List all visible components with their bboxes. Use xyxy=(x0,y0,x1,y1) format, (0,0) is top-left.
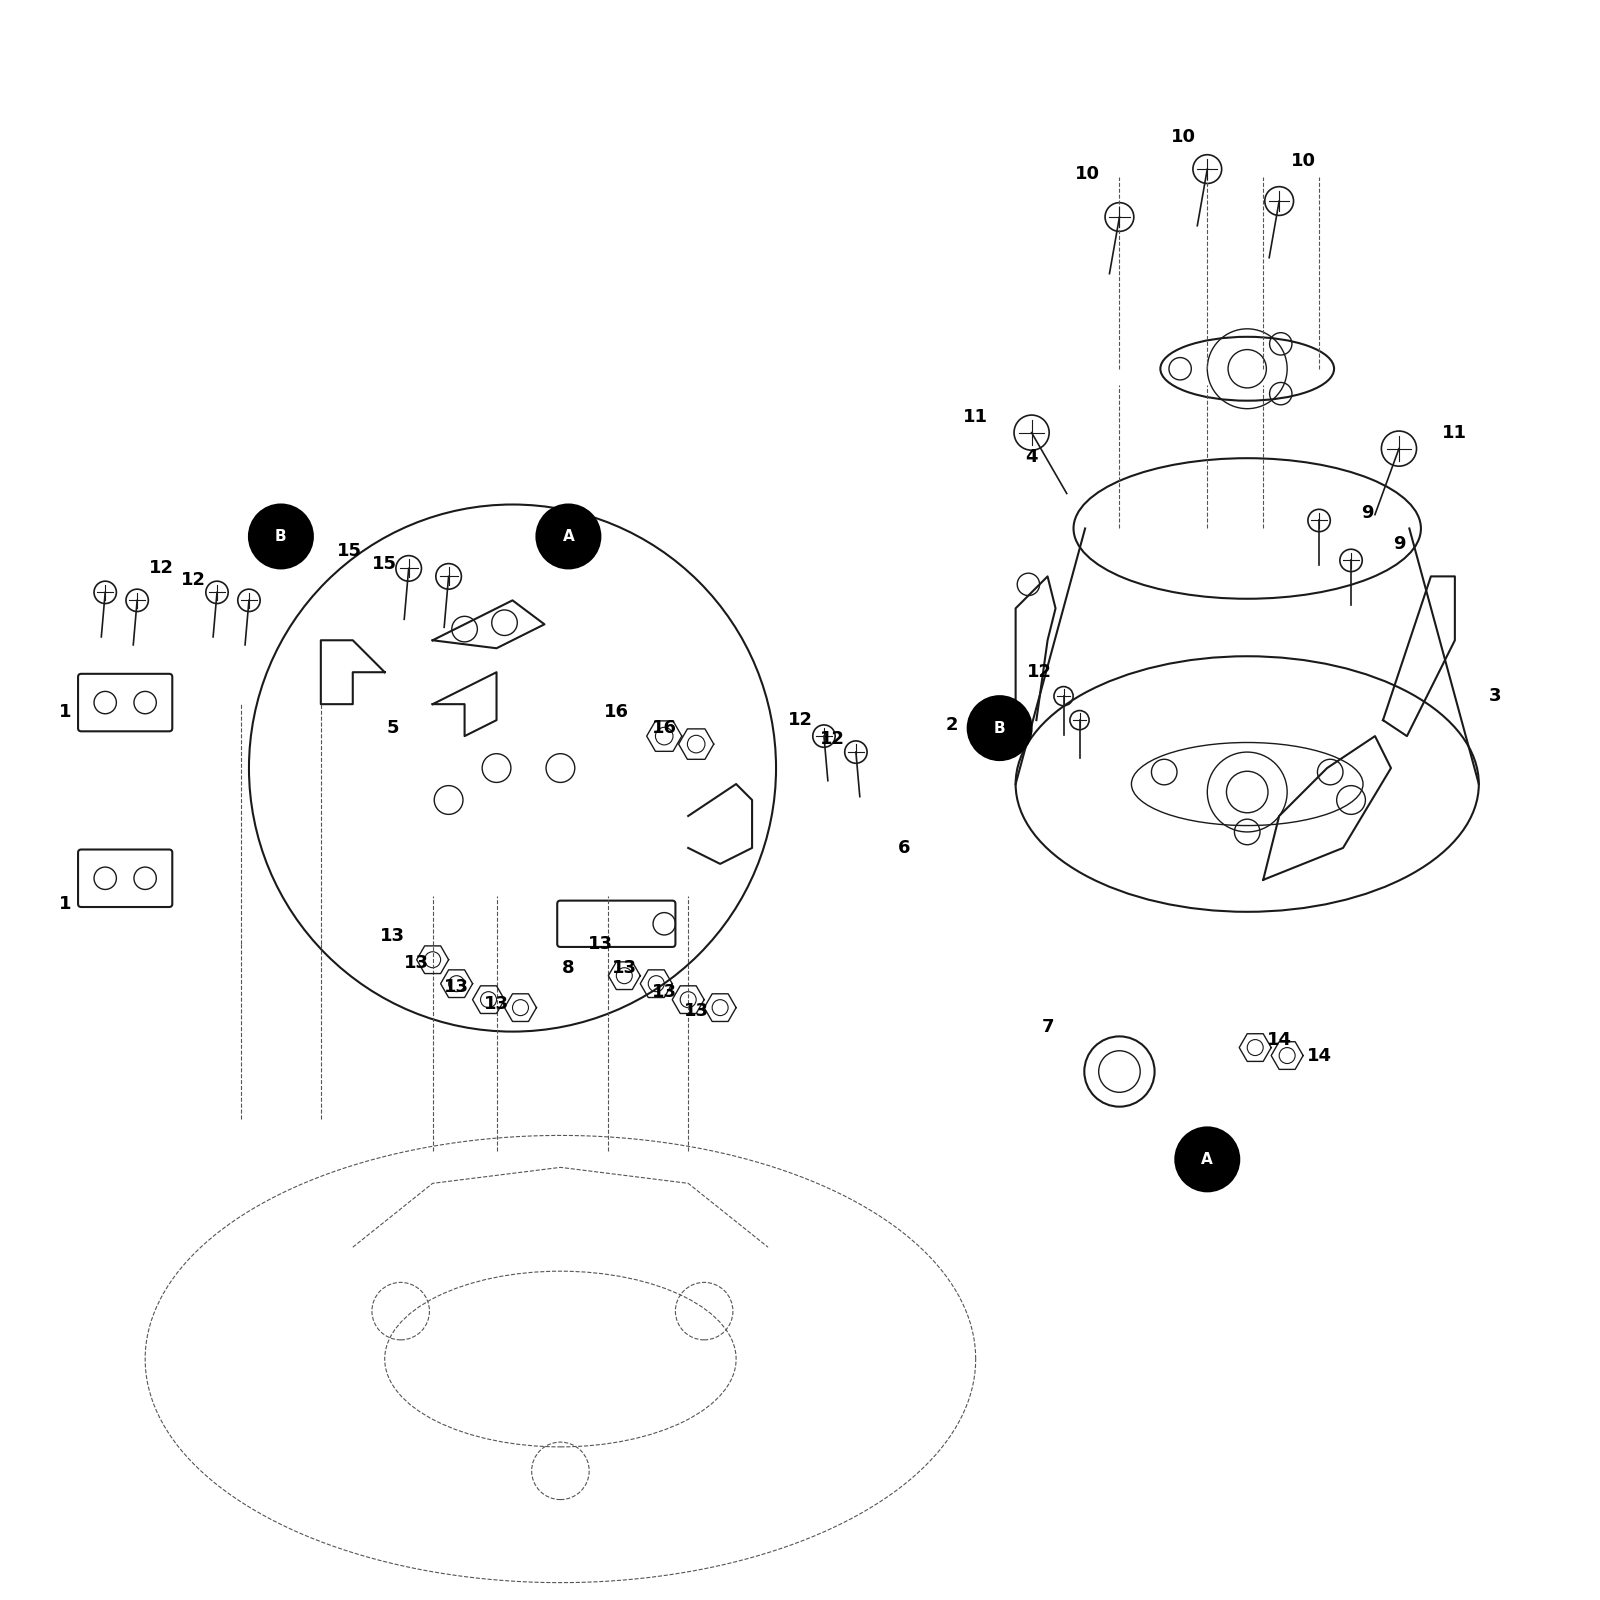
Text: 13: 13 xyxy=(587,934,613,952)
Text: 3: 3 xyxy=(1488,686,1501,706)
Text: 2: 2 xyxy=(946,715,958,734)
Text: 11: 11 xyxy=(1442,424,1467,442)
Text: 12: 12 xyxy=(819,730,845,749)
Circle shape xyxy=(250,504,314,568)
Text: B: B xyxy=(275,530,286,544)
Circle shape xyxy=(968,696,1032,760)
Text: A: A xyxy=(563,530,574,544)
Text: 7: 7 xyxy=(1042,1018,1054,1035)
Text: 5: 5 xyxy=(387,718,398,738)
Text: 12: 12 xyxy=(1027,664,1053,682)
Text: 8: 8 xyxy=(562,958,574,976)
Text: 12: 12 xyxy=(787,710,813,730)
Text: 1: 1 xyxy=(59,702,72,722)
Circle shape xyxy=(536,504,600,568)
Text: 10: 10 xyxy=(1291,152,1315,170)
Text: 13: 13 xyxy=(445,978,469,995)
Text: 13: 13 xyxy=(611,958,637,976)
Text: B: B xyxy=(994,720,1005,736)
Text: 16: 16 xyxy=(651,718,677,738)
Text: 4: 4 xyxy=(1026,448,1038,466)
Text: 10: 10 xyxy=(1075,165,1101,182)
Text: A: A xyxy=(1202,1152,1213,1166)
Text: 15: 15 xyxy=(373,555,397,573)
Circle shape xyxy=(1176,1128,1240,1192)
Text: 13: 13 xyxy=(381,926,405,944)
Text: 13: 13 xyxy=(405,954,429,971)
Text: 10: 10 xyxy=(1171,128,1195,146)
Text: 13: 13 xyxy=(485,995,509,1013)
Text: 15: 15 xyxy=(338,542,362,560)
Text: 9: 9 xyxy=(1360,504,1373,522)
Text: 9: 9 xyxy=(1392,536,1405,554)
Text: 13: 13 xyxy=(683,1002,709,1019)
Text: 1: 1 xyxy=(59,894,72,914)
Text: 14: 14 xyxy=(1267,1030,1291,1048)
Text: 14: 14 xyxy=(1307,1046,1331,1064)
Text: 16: 16 xyxy=(603,702,629,722)
Text: 12: 12 xyxy=(149,560,174,578)
Text: 12: 12 xyxy=(181,571,205,589)
Text: 6: 6 xyxy=(898,838,910,858)
Text: 13: 13 xyxy=(651,982,677,1000)
Text: 11: 11 xyxy=(963,408,989,426)
